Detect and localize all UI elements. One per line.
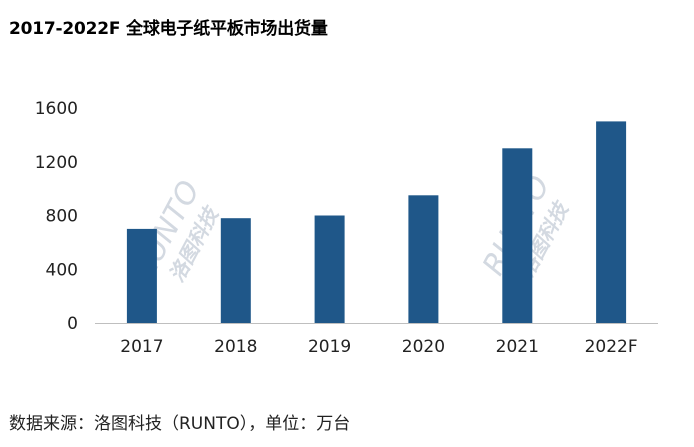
x-tick-label: 2020 bbox=[402, 337, 445, 357]
x-tick-labels: 2017 2018 2019 2020 2021 2022F bbox=[120, 337, 637, 357]
x-tick-label: 2017 bbox=[120, 337, 163, 357]
x-tick-label: 2021 bbox=[496, 337, 539, 357]
y-tick-label: 800 bbox=[46, 207, 78, 227]
source-note: 数据来源：洛图科技（RUNTO），单位：万台 bbox=[9, 414, 351, 434]
x-tick-label: 2019 bbox=[308, 337, 351, 357]
y-tick-labels: 0 400 800 1200 1600 bbox=[35, 99, 78, 334]
bar-2021 bbox=[502, 148, 533, 323]
bars-group bbox=[126, 121, 627, 324]
x-tick-label: 2022F bbox=[585, 337, 638, 357]
bar-2018 bbox=[220, 218, 251, 323]
y-tick-label: 0 bbox=[67, 314, 78, 334]
bar-2017 bbox=[126, 228, 157, 323]
bar-2022F bbox=[596, 121, 627, 324]
bar-2019 bbox=[314, 215, 345, 323]
y-tick-label: 400 bbox=[46, 260, 78, 280]
bar-2020 bbox=[408, 195, 439, 323]
x-tick-label: 2018 bbox=[214, 337, 257, 357]
y-tick-label: 1600 bbox=[35, 99, 78, 119]
chart-title: 2017-2022F 全球电子纸平板市场出货量 bbox=[9, 19, 328, 39]
y-tick-label: 1200 bbox=[35, 153, 78, 173]
